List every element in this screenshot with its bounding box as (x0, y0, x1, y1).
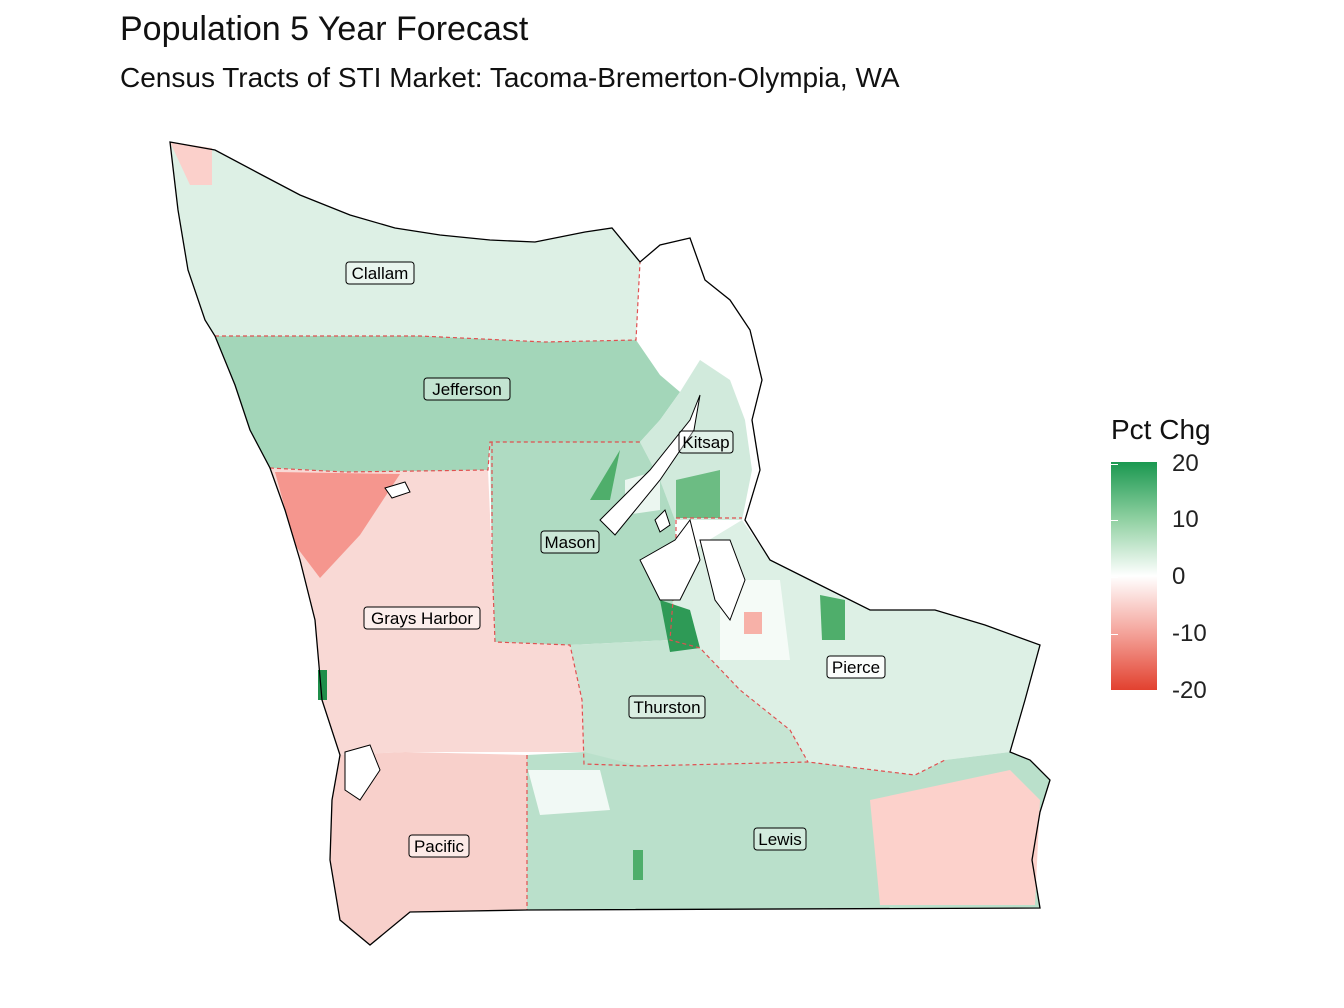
legend-tick (1111, 577, 1118, 578)
legend-color-bar (1111, 462, 1157, 690)
region-outline (169, 141, 1051, 946)
county-label-clallam: Clallam (345, 261, 415, 285)
county-clallam[interactable] (170, 142, 640, 342)
county-label-kitsap: Kitsap (678, 430, 734, 454)
legend-tick (1158, 464, 1165, 465)
county-labels: Clallam Jefferson Kitsap Mason Grays Har… (345, 261, 886, 858)
svg-text:Thurston: Thurston (633, 698, 700, 717)
map-title: Population 5 Year Forecast (120, 10, 529, 48)
county-label-grays-harbor: Grays Harbor (363, 606, 481, 630)
legend-tick-label: 20 (1172, 450, 1199, 477)
svg-text:Pierce: Pierce (832, 658, 880, 677)
legend-tick (1158, 577, 1165, 578)
legend-tick (1158, 634, 1165, 635)
legend-tick (1111, 520, 1118, 521)
legend-tick-label: 10 (1172, 506, 1199, 533)
legend-tick (1158, 520, 1165, 521)
svg-text:Mason: Mason (544, 533, 595, 552)
map-subtitle: Census Tracts of STI Market: Tacoma-Brem… (120, 62, 900, 93)
svg-text:Kitsap: Kitsap (682, 433, 729, 452)
county-label-jefferson: Jefferson (423, 377, 511, 401)
county-label-thurston: Thurston (628, 695, 706, 719)
county-label-mason: Mason (540, 530, 600, 554)
svg-text:Grays Harbor: Grays Harbor (371, 609, 473, 628)
legend-tick-label: -10 (1172, 620, 1207, 647)
legend-tick-label: -20 (1172, 677, 1207, 704)
county-kitsap[interactable] (640, 360, 752, 520)
svg-text:Pacific: Pacific (414, 837, 465, 856)
legend-tick (1158, 690, 1165, 691)
water-features (344, 394, 746, 801)
legend-tick (1111, 634, 1118, 635)
county-thurston[interactable] (570, 640, 808, 766)
svg-text:Lewis: Lewis (758, 830, 801, 849)
county-jefferson[interactable] (215, 336, 680, 472)
legend-tick-label: 0 (1172, 563, 1186, 590)
svg-text:Jefferson: Jefferson (432, 380, 502, 399)
county-label-pacific: Pacific (408, 834, 470, 858)
legend-tick (1111, 464, 1118, 465)
legend-title: Pct Chg (1111, 414, 1211, 445)
legend-tick (1111, 690, 1118, 691)
county-label-pierce: Pierce (826, 655, 886, 679)
svg-text:Clallam: Clallam (352, 264, 409, 283)
county-label-lewis: Lewis (753, 827, 807, 851)
county-borders (215, 261, 946, 910)
